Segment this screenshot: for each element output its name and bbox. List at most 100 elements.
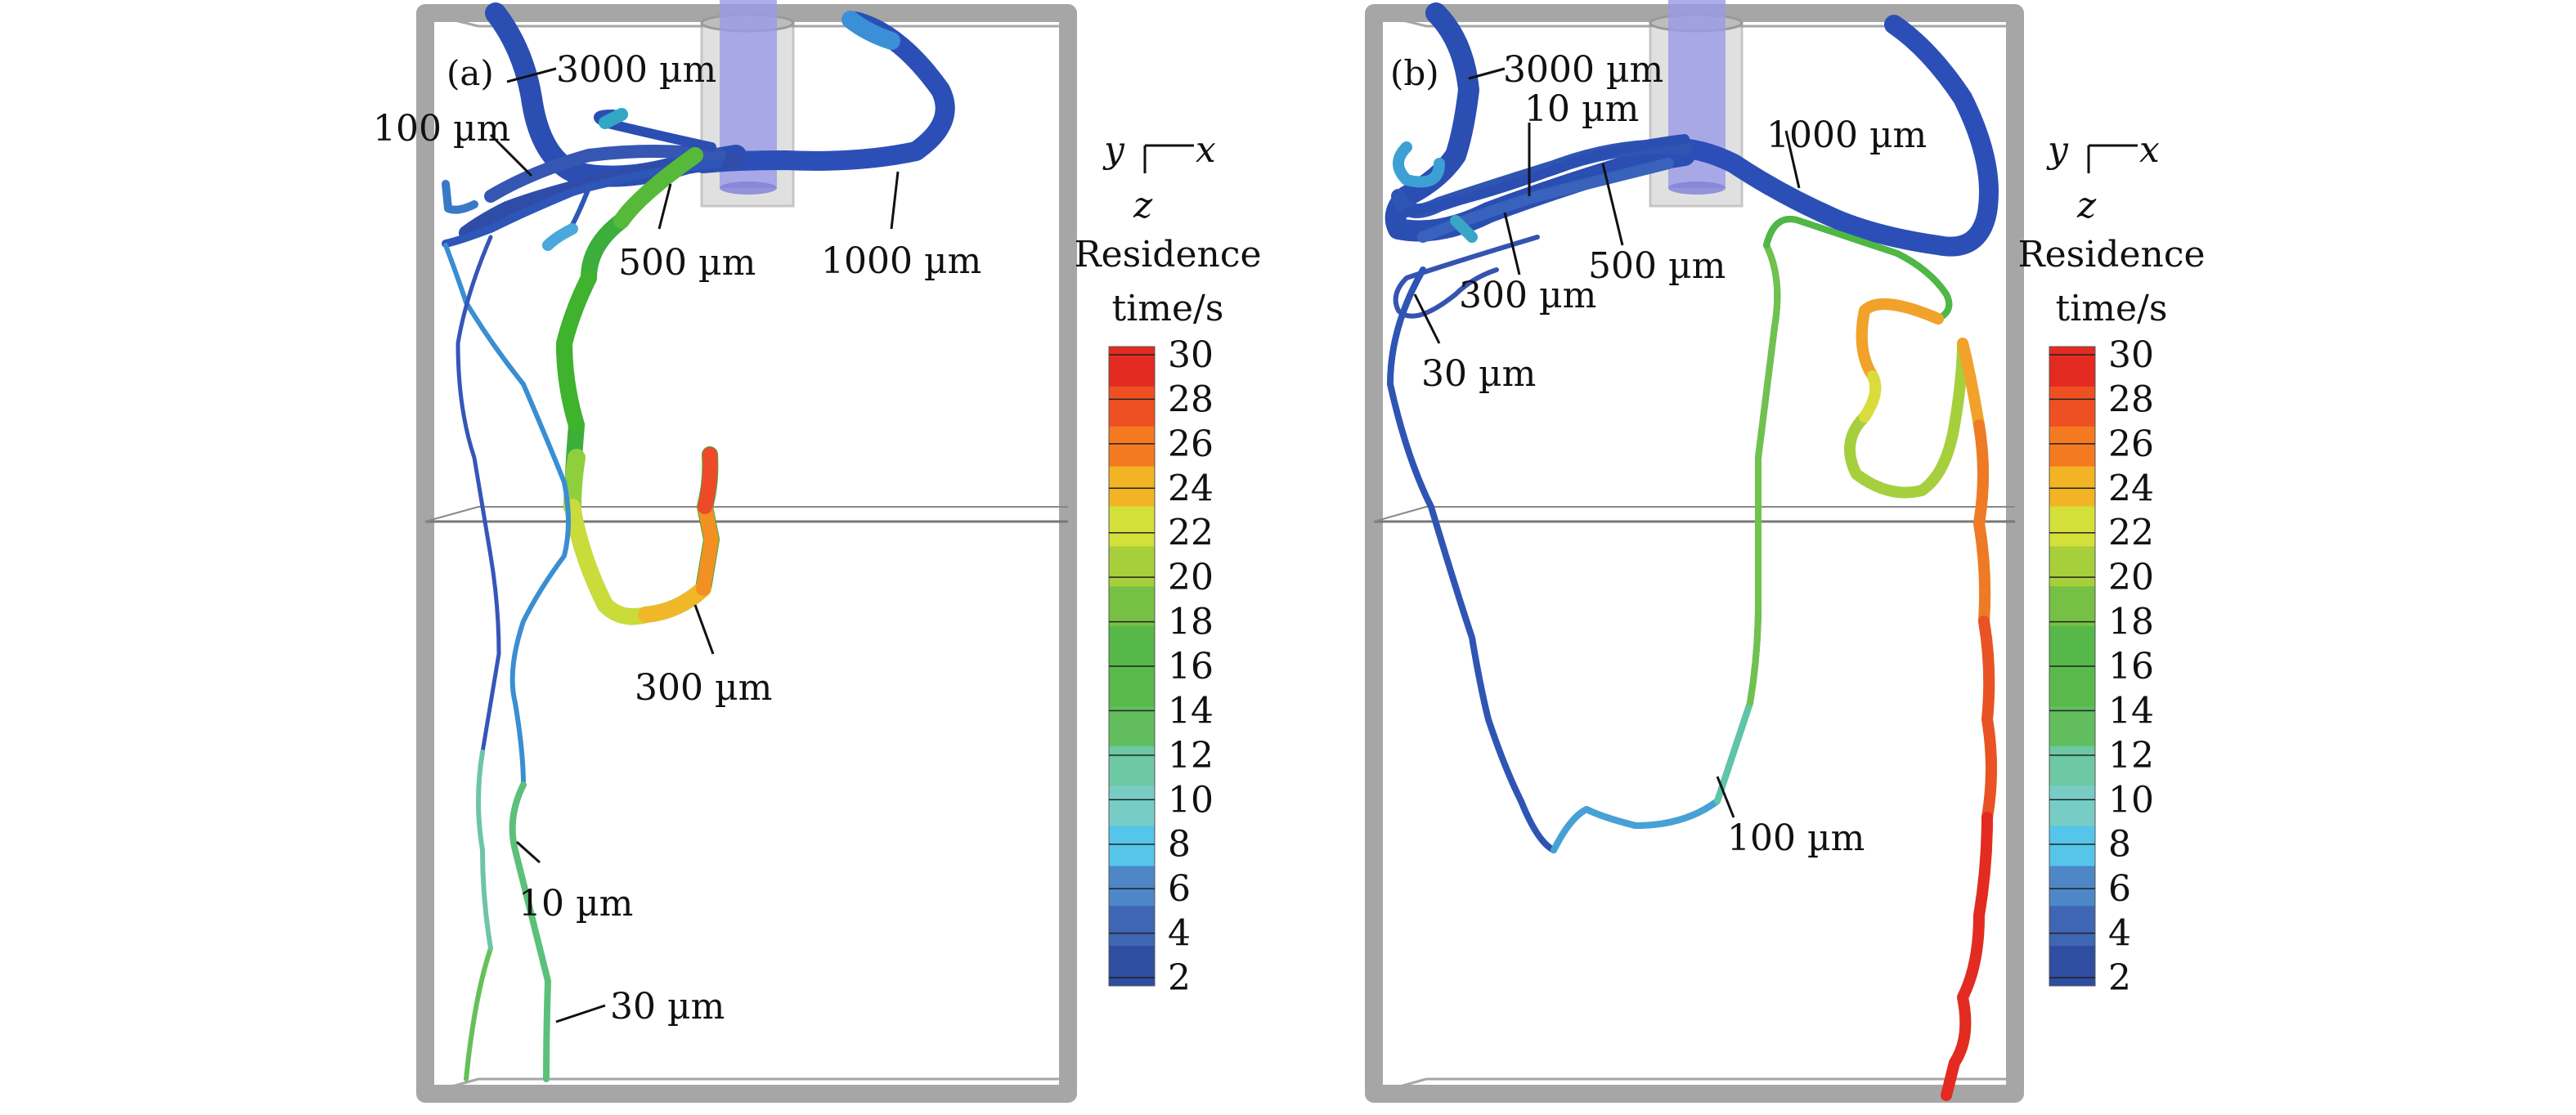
label-1000um: 1000 µm — [821, 240, 981, 282]
colorbar-tick-label: 18 — [2108, 602, 2154, 643]
colorbar-band — [2049, 426, 2095, 468]
label-1000um: 1000 µm — [1766, 114, 1927, 156]
colorbar-tick-label: 20 — [2108, 557, 2154, 598]
colorbar-band — [2049, 626, 2095, 667]
label-3000um: 3000 µm — [556, 49, 716, 91]
colorbar-band — [1109, 386, 1155, 428]
colorbar-tick-label: 24 — [1168, 468, 1214, 509]
colorbar-title-line1: Residence — [2017, 234, 2205, 275]
colorbar-band — [1109, 586, 1155, 627]
colorbar-band — [2049, 906, 2095, 947]
trajectory-10um — [1402, 134, 1690, 217]
colorbar-band — [1109, 746, 1155, 787]
label-10um: 10 µm — [1524, 88, 1639, 130]
colorbar-tick-label: 30 — [2108, 334, 2154, 376]
colorbar-tick-label: 26 — [2108, 423, 2154, 465]
colorbar-tick-label: 12 — [2108, 735, 2154, 777]
label-10um: 10 µm — [518, 883, 633, 925]
trajectory-10um — [443, 243, 571, 1081]
colorbar-band — [1109, 347, 1155, 387]
colorbar-band — [2049, 586, 2095, 627]
label-30um: 30 µm — [1421, 353, 1536, 395]
tank-outline — [1365, 4, 2024, 1103]
colorbar-tick-label: 4 — [2108, 913, 2131, 955]
panel-b: (b) 3000 µm 10 µm 1000 µm 500 µm 300 µm … — [1365, 0, 2206, 1103]
colorbar-band — [2049, 866, 2095, 907]
colorbar-tick-label: 14 — [2108, 690, 2154, 732]
colorbar-band — [2049, 746, 2095, 787]
colorbar-tick-label: 20 — [1168, 557, 1214, 598]
nozzle — [700, 0, 795, 208]
axis-x-label: x — [2139, 129, 2160, 171]
axis-z-label: z — [2076, 185, 2097, 226]
axis-z-label: z — [1133, 185, 1153, 226]
trajectory-100um — [442, 159, 724, 248]
colorbar-title-line2: time/s — [2056, 288, 2168, 329]
axis-x-label: x — [1196, 129, 1216, 171]
colorbar-band — [2049, 826, 2095, 866]
label-100um: 100 µm — [1727, 817, 1865, 859]
colorbar-tick-label: 22 — [2108, 513, 2154, 554]
panel-tag: (b) — [1390, 53, 1439, 93]
colorbar-tick-label: 4 — [1168, 913, 1191, 955]
colorbar-tick-label: 26 — [1168, 423, 1214, 465]
colorbar-band — [2049, 466, 2095, 507]
colorbar-tick-label: 8 — [2108, 824, 2131, 866]
colorbar-band — [2049, 786, 2095, 826]
colorbar-band — [1109, 866, 1155, 907]
leader-lines-a — [489, 67, 900, 1023]
colorbar-band — [1109, 426, 1155, 468]
colorbar-tick-label: 12 — [1168, 735, 1214, 777]
trajectory-1000um — [1658, 15, 1999, 257]
label-500um: 500 µm — [1588, 245, 1726, 287]
colorbar-band — [1109, 546, 1155, 587]
colorbar-band — [1109, 666, 1155, 707]
colorbar-a: Residence time/s 30282624222018161412108… — [1074, 234, 1261, 999]
colorbar-b: Residence time/s 30282624222018161412108… — [2017, 234, 2205, 999]
colorbar-band — [1109, 946, 1155, 987]
axis-triad-a: y x z — [1102, 129, 1216, 226]
colorbar-band — [1109, 506, 1155, 547]
colorbar-band — [2049, 347, 2095, 387]
colorbar-tick-label: 16 — [2108, 646, 2154, 687]
trajectory-1000um — [693, 11, 955, 173]
colorbar-band — [1109, 705, 1155, 747]
axis-triad-b: y x z — [2046, 129, 2160, 226]
label-300um: 300 µm — [1459, 275, 1596, 316]
label-3000um: 3000 µm — [1503, 49, 1663, 91]
colorbar-band — [1109, 906, 1155, 947]
colorbar-tick-label: 28 — [1168, 378, 1214, 420]
colorbar-tick-label: 2 — [1168, 957, 1191, 999]
axis-y-label: y — [2046, 129, 2069, 171]
colorbar-tick-label: 16 — [1168, 646, 1214, 687]
nozzle — [1649, 0, 1744, 208]
trajectory-30um — [1393, 235, 1540, 319]
colorbar-title-line1: Residence — [1074, 234, 1261, 275]
axis-y-label: y — [1102, 129, 1125, 171]
label-300um: 300 µm — [635, 667, 772, 709]
label-30um: 30 µm — [610, 986, 725, 1028]
colorbar-tick-label: 30 — [1168, 334, 1214, 376]
colorbar-tick-label: 2 — [2108, 957, 2131, 999]
panel-a: (a) 3000 µm 100 µm 500 µm 1000 µm 300 µm… — [373, 0, 1262, 1103]
colorbar-tick-label: 10 — [2108, 779, 2154, 821]
colorbar-tick-label: 24 — [2108, 468, 2154, 509]
colorbar-band — [1109, 626, 1155, 667]
colorbar-tick-label: 6 — [2108, 868, 2131, 910]
colorbar-band — [2049, 705, 2095, 747]
colorbar-tick-label: 22 — [1168, 513, 1214, 554]
colorbar-band — [2049, 386, 2095, 428]
trajectories-a — [442, 2, 955, 1082]
colorbar-band — [1109, 786, 1155, 826]
colorbar-tick-label: 8 — [1168, 824, 1191, 866]
colorbar-tick-label: 6 — [1168, 868, 1191, 910]
colorbar-band — [2049, 946, 2095, 987]
colorbar-tick-label: 14 — [1168, 690, 1214, 732]
trajectories-b — [1384, 2, 1999, 1101]
label-100um: 100 µm — [373, 108, 510, 150]
colorbar-tick-label: 28 — [2108, 378, 2154, 420]
colorbar-title-line2: time/s — [1112, 288, 1224, 329]
leader-lines-b — [1413, 67, 1801, 818]
trajectory-30um — [456, 235, 501, 1081]
